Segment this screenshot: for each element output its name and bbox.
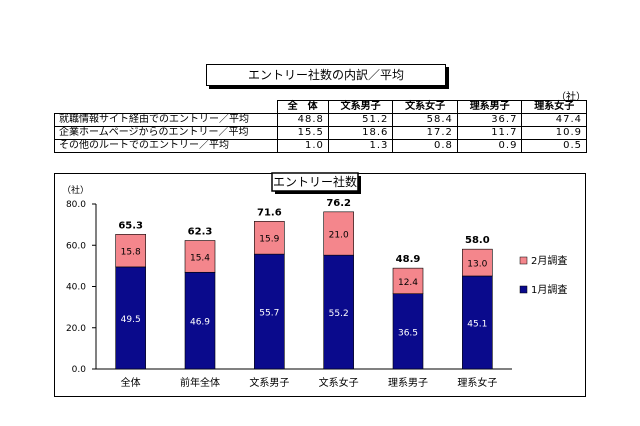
- x-tick-label: 前年全体: [180, 376, 220, 389]
- legend-label: 2月調査: [531, 254, 567, 267]
- data-label-jan: 45.1: [467, 319, 487, 329]
- cell-value: 0.5: [521, 139, 587, 153]
- data-label-jan: 46.9: [190, 318, 210, 328]
- bar-segment-feb: [115, 234, 146, 268]
- data-label-feb: 15.8: [121, 248, 141, 258]
- page-title: エントリー社数の内訳／平均: [206, 64, 446, 86]
- y-tick-label: 0.0: [72, 365, 87, 375]
- data-label-feb: 21.0: [329, 230, 349, 240]
- x-tick-label: 理系女子: [457, 376, 497, 389]
- data-label-jan: 36.5: [398, 328, 418, 338]
- total-label: 65.3: [118, 220, 143, 231]
- data-label-feb: 13.0: [467, 260, 487, 270]
- bar-segment-feb: [184, 240, 216, 273]
- data-label-feb: 15.4: [190, 253, 210, 263]
- total-label: 58.0: [465, 235, 490, 246]
- chart-title-shadow: [358, 176, 361, 194]
- data-label-jan: 55.2: [329, 309, 349, 319]
- bar-segment-jan: [254, 253, 285, 370]
- data-label-feb: 15.9: [259, 235, 279, 245]
- legend-label: 1月調査: [531, 283, 567, 296]
- x-tick-label: 文系男子: [249, 376, 289, 389]
- total-label: 76.2: [326, 198, 351, 209]
- x-tick-label: 文系女子: [319, 376, 359, 389]
- legend-swatch: [519, 256, 528, 265]
- cell-value: 10.9: [521, 126, 587, 140]
- y-tick-label: 40.0: [66, 283, 86, 293]
- table-unit-note: （社）: [556, 92, 586, 103]
- data-label-feb: 12.4: [398, 278, 418, 288]
- y-tick-label: 60.0: [66, 241, 86, 251]
- bar-segment-feb: [323, 211, 354, 256]
- chart-title-shadow: [275, 191, 361, 194]
- total-label: 62.3: [188, 227, 213, 238]
- data-label-jan: 55.7: [259, 309, 279, 319]
- bar-segment-jan: [323, 254, 354, 370]
- bar-segment-jan: [392, 293, 424, 370]
- bar-segment-feb: [462, 248, 493, 277]
- summary-table: 全 体 文系男子 文系女子 理系男子 理系女子 就職情報サイト経由でのエントリー…: [54, 100, 587, 153]
- chart-title: エントリー社数: [273, 174, 357, 189]
- y-axis-label: （社）: [62, 184, 89, 196]
- bar-segment-feb: [254, 221, 285, 255]
- total-label: 71.6: [257, 207, 282, 218]
- table-row: 就職情報サイト経由でのエントリー／平均 48.8 51.2 58.4 36.7 …: [54, 113, 587, 127]
- data-label-jan: 49.5: [121, 315, 141, 325]
- y-tick-label: 20.0: [66, 324, 86, 334]
- bar-segment-jan: [115, 266, 146, 370]
- legend-swatch: [519, 285, 528, 294]
- y-tick-label: 80.0: [66, 200, 86, 210]
- table-row: その他のルートでのエントリー／平均 1.0 1.3 0.8 0.9 0.5: [54, 139, 587, 153]
- x-tick-label: 全体: [121, 376, 141, 389]
- bar-segment-jan: [184, 271, 216, 370]
- bar-segment-feb: [392, 267, 424, 295]
- bar-segment-jan: [462, 275, 493, 370]
- x-tick-label: 理系男子: [388, 377, 428, 389]
- cell-value: 1.0: [276, 139, 329, 153]
- total-label: 48.9: [396, 254, 421, 265]
